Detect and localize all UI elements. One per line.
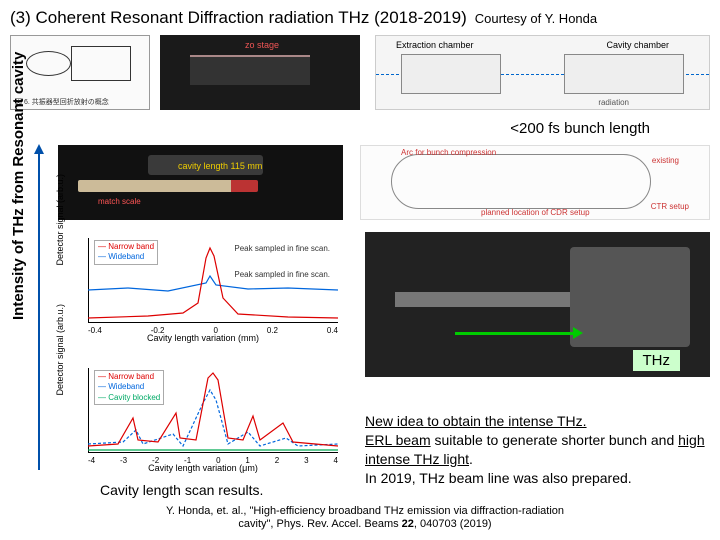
page-title: (3) Coherent Resonant Diffraction radiat… bbox=[10, 8, 467, 28]
idea-underline: ERL beam bbox=[365, 432, 431, 448]
legend-item: — Wideband bbox=[98, 382, 160, 392]
chamber-box bbox=[564, 54, 684, 94]
chamber-label: Extraction chamber bbox=[396, 40, 474, 50]
stage-shape bbox=[190, 55, 310, 85]
chamber-label: radiation bbox=[598, 98, 629, 107]
ring-label: existing bbox=[652, 156, 679, 165]
chart-xticks: -0.4 -0.2 0 0.2 0.4 bbox=[88, 326, 338, 335]
match-shape bbox=[78, 180, 258, 192]
chart-legend: — Narrow band — Wideband bbox=[94, 240, 158, 265]
legend-item: — Narrow band bbox=[98, 372, 160, 382]
ring-shape bbox=[391, 154, 651, 209]
idea-underline: New idea to obtain the intense THz. bbox=[365, 413, 587, 429]
chart-annotation: Peak sampled in fine scan. bbox=[234, 244, 330, 253]
scan-chart-fine: Detector signal (arb.u.) Cavity length v… bbox=[58, 360, 348, 475]
concept-diagram: 図 6. 共振器型回折放射の概念 bbox=[10, 35, 150, 110]
ring-label: CTR setup bbox=[651, 202, 689, 211]
scan-chart-coarse: Detector signal (arb.u.) Cavity length v… bbox=[58, 230, 348, 345]
diagram-shape bbox=[26, 51, 71, 76]
chart-annotation: Peak sampled in fine scan. bbox=[234, 270, 330, 279]
thz-label: THz bbox=[633, 350, 681, 371]
chart-ylabel: Detector signal (arb.u.) bbox=[55, 173, 65, 265]
results-caption: Cavity length scan results. bbox=[100, 482, 263, 498]
cavity-match-photo: cavity length 115 mm match scale bbox=[58, 145, 343, 220]
citation: Y. Honda, et. al., "High-efficiency broa… bbox=[150, 505, 580, 533]
ring-layout-diagram: Arc for bunch compression planned locati… bbox=[360, 145, 710, 220]
legend-item: — Narrow band bbox=[98, 242, 154, 252]
match-scale-label: match scale bbox=[98, 197, 141, 206]
chart-ylabel: Detector signal (arb.u.) bbox=[55, 303, 65, 395]
chamber-box bbox=[401, 54, 501, 94]
cavity-length-label: cavity length 115 mm bbox=[178, 161, 262, 171]
legend-item: — Cavity blocked bbox=[98, 393, 160, 403]
photo-label: zo stage bbox=[245, 40, 279, 50]
chart-xticks: -4 -3 -2 -1 0 1 2 3 4 bbox=[88, 456, 338, 465]
diagram-caption: 図 6. 共振器型回折放射の概念 bbox=[15, 97, 109, 107]
idea-line: In 2019, THz beam line was also prepared… bbox=[365, 470, 632, 486]
beam-pipe-shape bbox=[395, 292, 575, 307]
ring-label: Arc for bunch compression bbox=[401, 148, 496, 157]
y-axis-label: Intensity of THz from Resonant cavity bbox=[10, 52, 27, 320]
title-row: (3) Coherent Resonant Diffraction radiat… bbox=[10, 8, 710, 28]
chamber-label: Cavity chamber bbox=[606, 40, 669, 50]
arrow-up-icon bbox=[38, 150, 40, 470]
chart-legend: — Narrow band — Wideband — Cavity blocke… bbox=[94, 370, 164, 405]
thz-arrow-icon bbox=[455, 332, 575, 335]
ring-label: planned location of CDR setup bbox=[481, 208, 590, 217]
cavity-stage-photo: zo stage bbox=[160, 35, 360, 110]
bunch-length-label: <200 fs bunch length bbox=[510, 120, 650, 137]
equipment-shape bbox=[570, 247, 690, 347]
chamber-schematic: Extraction chamber Cavity chamber radiat… bbox=[375, 35, 710, 110]
courtesy-label: Courtesy of Y. Honda bbox=[475, 11, 597, 26]
idea-text: New idea to obtain the intense THz. ERL … bbox=[365, 412, 715, 488]
legend-item: — Wideband bbox=[98, 252, 154, 262]
diagram-shape bbox=[71, 46, 131, 81]
